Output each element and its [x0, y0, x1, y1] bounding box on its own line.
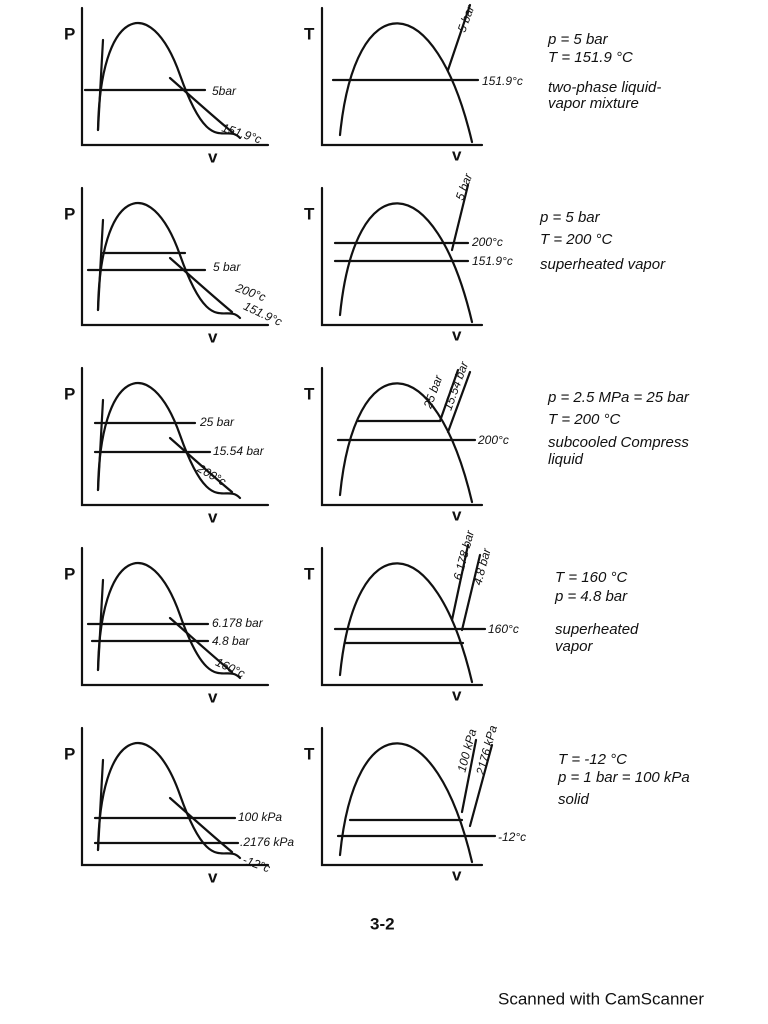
pv-line-label: 200°c — [194, 461, 229, 489]
tv-isobar — [438, 368, 460, 423]
tv-y-axis-label: T — [304, 384, 315, 403]
pv-isotherm — [168, 436, 234, 494]
pv-line-label: 5 bar — [213, 260, 241, 274]
pv-liquid-line — [96, 758, 105, 852]
pv-line-label: 5bar — [212, 84, 237, 98]
state-note: p = 5 bar — [539, 209, 601, 226]
pv-dome — [96, 21, 242, 140]
pv-y-axis-label: P — [64, 744, 75, 763]
tv-y-axis-label: T — [304, 744, 315, 763]
tv-isobar — [468, 743, 494, 828]
tv-dome — [338, 742, 474, 864]
state-note: p = 1 bar = 100 kPa — [557, 769, 690, 786]
state-note: superheated — [555, 621, 639, 638]
tv-axes — [320, 366, 484, 507]
pv-dome — [96, 741, 242, 860]
pv-isotherm — [168, 796, 234, 854]
state-note: solid — [558, 791, 590, 808]
tv-line-label: 15.54 bar — [441, 359, 472, 412]
state-note: vapor — [555, 638, 594, 655]
pv-isotherm — [168, 76, 234, 134]
pv-line-label: 100 kPa — [238, 810, 282, 824]
tv-line-label: 151.9°c — [472, 254, 513, 268]
tv-line-label: 200°c — [477, 433, 509, 447]
pv-liquid-line — [96, 218, 105, 312]
tv-axes — [320, 546, 484, 687]
state-note: T = 200 °C — [540, 231, 612, 248]
tv-isobar — [460, 553, 482, 632]
tv-line-label: -12°c — [498, 830, 526, 844]
pv-line-label: 4.8 bar — [212, 634, 250, 648]
state-note: subcooled Compress — [548, 434, 689, 451]
state-note: T = -12 °C — [558, 751, 627, 768]
pv-dome — [96, 201, 242, 320]
tv-line-label: 5 bar — [453, 171, 476, 202]
tv-line-label: 200°c — [471, 235, 503, 249]
state-note: two-phase liquid- — [548, 79, 661, 96]
pv-x-axis-label: v — [208, 327, 218, 346]
pv-x-axis-label: v — [208, 507, 218, 526]
tv-x-axis-label: v — [452, 505, 462, 524]
tv-isobar — [460, 738, 478, 814]
tv-isobar — [450, 543, 470, 622]
tv-y-axis-label: T — [304, 204, 315, 223]
pv-line-label: 25 bar — [199, 415, 235, 429]
pv-x-axis-label: v — [208, 687, 218, 706]
pv-axes — [80, 366, 270, 507]
state-note: T = 151.9 °C — [548, 49, 633, 66]
pv-line-label: 151.9°c — [220, 121, 263, 147]
state-note: superheated vapor — [540, 256, 666, 273]
pv-axes — [80, 546, 270, 687]
tv-x-axis-label: v — [452, 145, 462, 164]
state-note: p = 5 bar — [547, 31, 609, 48]
pv-axes — [80, 726, 270, 867]
pv-line-label: 6.178 bar — [212, 616, 264, 630]
tv-y-axis-label: T — [304, 24, 315, 43]
pv-y-axis-label: P — [64, 204, 75, 223]
tv-y-axis-label: T — [304, 564, 315, 583]
pv-dome — [96, 381, 242, 500]
tv-dome — [338, 202, 474, 324]
pv-line-label: .2176 kPa — [240, 835, 294, 849]
tv-dome — [338, 382, 474, 504]
pv-y-axis-label: P — [64, 384, 75, 403]
state-note: liquid — [548, 451, 584, 468]
tv-line-label: 4.8 bar — [470, 546, 493, 587]
page-number: 3-2 — [370, 914, 395, 933]
pv-y-axis-label: P — [64, 564, 75, 583]
tv-x-axis-label: v — [452, 325, 462, 344]
tv-axes — [320, 6, 484, 147]
tv-axes — [320, 726, 484, 867]
footer: Scanned with CamScanner — [498, 989, 704, 1008]
pv-axes — [80, 186, 270, 327]
tv-x-axis-label: v — [452, 865, 462, 884]
pv-axes — [80, 6, 270, 147]
tv-axes — [320, 186, 484, 327]
pv-line-label: -12°c — [241, 853, 272, 876]
pv-line-label: 15.54 bar — [213, 444, 265, 458]
tv-line-label: 5 bar — [455, 3, 478, 34]
pv-dome — [96, 561, 242, 680]
state-note: vapor mixture — [548, 95, 639, 112]
pv-isotherm — [168, 256, 234, 314]
tv-dome — [338, 22, 474, 144]
pv-x-axis-label: v — [208, 147, 218, 166]
tv-dome — [338, 562, 474, 684]
pv-line-label: 160°c — [213, 655, 247, 681]
tv-isobar — [450, 183, 470, 252]
tv-isobar — [446, 370, 472, 434]
state-note: T = 160 °C — [555, 569, 627, 586]
pv-y-axis-label: P — [64, 24, 75, 43]
pv-x-axis-label: v — [208, 867, 218, 886]
tv-line-label: 160°c — [488, 622, 519, 636]
pv-liquid-line — [96, 398, 105, 492]
pv-liquid-line — [96, 38, 105, 132]
state-note: T = 200 °C — [548, 411, 620, 428]
state-note: p = 2.5 MPa = 25 bar — [547, 389, 690, 406]
tv-line-label: 151.9°c — [482, 74, 523, 88]
tv-x-axis-label: v — [452, 685, 462, 704]
state-note: p = 4.8 bar — [554, 588, 628, 605]
tv-isobar — [446, 3, 472, 72]
